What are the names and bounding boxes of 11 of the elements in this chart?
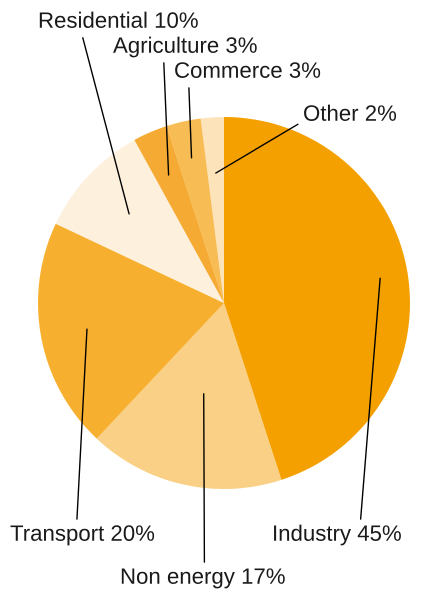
- pie-slice: [166, 118, 224, 303]
- slice-label: Transport 20%: [10, 525, 154, 546]
- slice-label: Industry 45%: [274, 524, 401, 546]
- pie-slice: [200, 117, 224, 303]
- slice-label: Other 2%: [304, 104, 396, 121]
- slice-label: Non energy 17%: [122, 568, 285, 588]
- pie-slice: [96, 303, 282, 489]
- slice-label: Residential 10%: [40, 12, 198, 28]
- slice-label: Agriculture 3%: [113, 36, 257, 58]
- pie-slice: [56, 140, 224, 303]
- slice-label: Commerce 3%: [175, 62, 320, 78]
